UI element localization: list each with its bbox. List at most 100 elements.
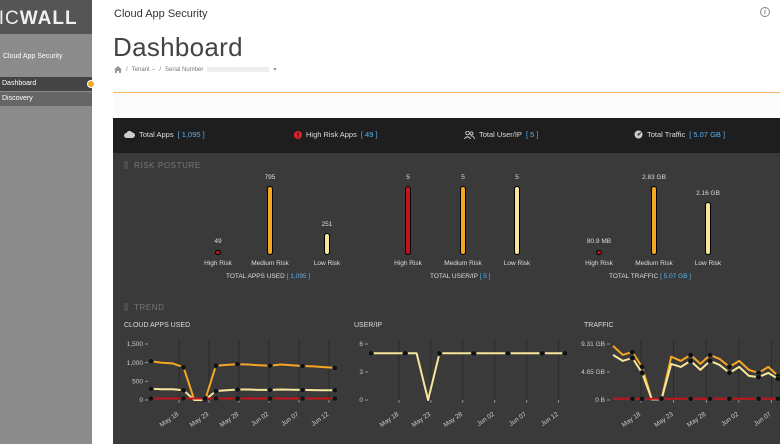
stat-traffic-label: Total Traffic [647, 130, 686, 139]
x-tick-label: Jun 02 [720, 411, 740, 428]
stat-users-label: Total User/IP [479, 130, 522, 139]
chevron-down-icon[interactable]: ▾ [273, 67, 277, 73]
risk-bar-low-risk[interactable] [514, 186, 520, 255]
series-line [612, 345, 779, 401]
logo-bar: NICWALL [0, 0, 92, 34]
trend-label: TREND [134, 303, 165, 312]
risk-posture-label: RISK POSTURE [134, 161, 201, 170]
data-point [234, 395, 241, 402]
risk-level-label: Low Risk [503, 260, 531, 267]
data-point [639, 370, 646, 376]
risk-bar-high-risk[interactable] [215, 250, 221, 255]
sonicwall-logo: NICWALL [0, 8, 78, 29]
stat-total-users[interactable]: Total User/IP [ 5 ] [464, 130, 538, 139]
data-point [368, 350, 374, 357]
risk-value: 5 [406, 174, 410, 181]
stat-total-apps-label: Total Apps [139, 130, 174, 139]
total-apps-used: TOTAL APPS USED [ 1,095 ] [226, 273, 311, 280]
stat-users-value: [ 5 ] [525, 130, 539, 139]
data-point [180, 387, 187, 394]
x-tick-label: May 18 [379, 411, 401, 429]
alert-icon [294, 130, 302, 139]
data-point [148, 395, 154, 402]
series-line [612, 354, 779, 401]
data-point [332, 364, 338, 371]
breadcrumb-separator: / [126, 66, 128, 73]
stats-bar: Total Apps [ 1,095 ] High Risk Apps [ 49… [113, 118, 780, 153]
data-point [707, 351, 713, 358]
y-tick-label: 3 [359, 369, 363, 376]
data-point [267, 362, 273, 369]
data-point [755, 374, 762, 381]
y-tick-label: 9.31 GB [581, 341, 605, 348]
data-point [707, 358, 713, 364]
data-point [234, 361, 241, 368]
drag-handle-icon[interactable] [124, 161, 128, 169]
risk-bar-low-risk[interactable] [705, 202, 711, 255]
risk-value: 251 [321, 221, 333, 228]
data-point [267, 395, 273, 402]
sidebar-item-discovery[interactable]: Discovery [0, 92, 92, 106]
risk-value: 795 [264, 174, 276, 181]
data-point [213, 395, 219, 402]
risk-level-label: High Risk [585, 260, 613, 267]
x-tick-label: Jun 07 [280, 411, 300, 428]
sidebar-item-dashboard[interactable]: Dashboard [0, 77, 92, 91]
stat-high-risk-apps[interactable]: High Risk Apps [ 49 ] [294, 130, 378, 139]
info-icon[interactable]: i [760, 7, 770, 17]
risk-value: 2.16 GB [696, 190, 720, 197]
risk-level-label: High Risk [394, 260, 422, 267]
data-point [726, 364, 733, 370]
breadcrumb-serial-label: Serial Number [165, 66, 204, 73]
stat-total-apps[interactable]: Total Apps [ 1,095 ] [124, 130, 205, 139]
data-point [299, 395, 306, 402]
header-divider [113, 92, 780, 93]
data-point [402, 350, 409, 357]
trend-chart-users[interactable]: May 18 May 23 May 28 Jun 02 Jun 07 Jun 12 6 3 0 [343, 332, 573, 444]
y-tick-label: 0 [139, 397, 143, 404]
data-point [436, 350, 443, 357]
breadcrumb: / Tenant -- / Serial Number ▾ [114, 66, 276, 73]
data-point [299, 363, 306, 369]
sidebar-app-section: Cloud App Security [0, 34, 92, 78]
risk-level-label: Medium Risk [444, 260, 482, 267]
app-name: Cloud App Security [114, 8, 208, 20]
risk-bar-medium-risk[interactable] [460, 186, 466, 255]
x-tick-label: Jun 02 [250, 411, 270, 428]
home-icon[interactable] [114, 66, 122, 73]
risk-bar-high-risk[interactable] [405, 186, 411, 255]
trend-chart-apps[interactable]: May 18 May 23 May 28 Jun 02 Jun 07 Jun 12 1,50… [113, 332, 343, 444]
y-tick-label: 0 B [595, 397, 605, 404]
risk-bar-low-risk[interactable] [324, 233, 330, 255]
stat-high-risk-label: High Risk Apps [306, 130, 357, 139]
series-line [371, 352, 565, 401]
sidebar: NICWALL Cloud App Security Dashboard Dis… [0, 0, 92, 444]
y-tick-label: 500 [132, 379, 143, 386]
data-point [470, 350, 477, 357]
data-point [726, 370, 733, 376]
data-point [202, 395, 209, 402]
data-point [775, 376, 780, 382]
data-point [213, 388, 219, 394]
data-point [639, 364, 646, 370]
trend-title-users: USER/IP [354, 322, 383, 329]
risk-value: 5 [461, 174, 465, 181]
data-point [755, 395, 762, 402]
data-point [332, 395, 338, 402]
data-point [629, 348, 636, 355]
drag-handle-icon[interactable] [124, 303, 128, 311]
x-tick-label: May 23 [189, 411, 211, 429]
data-point [562, 350, 568, 357]
breadcrumb-tenant[interactable]: Tenant -- [131, 66, 156, 73]
data-point [726, 395, 733, 402]
y-tick-label: 0 [359, 397, 363, 404]
stat-total-traffic[interactable]: Total Traffic [ 5.07 GB ] [634, 130, 725, 139]
risk-bar-high-risk[interactable] [596, 250, 602, 255]
risk-bar-medium-risk[interactable] [267, 186, 273, 255]
risk-bar-medium-risk[interactable] [651, 186, 657, 255]
breadcrumb-separator: / [159, 66, 162, 73]
risk-value: 2.83 GB [642, 174, 666, 181]
trend-chart-traffic[interactable]: May 18 May 23 May 28 Jun 02 Jun 07 9.31 GB 4.6… [573, 332, 780, 444]
page-title: Dashboard [113, 32, 243, 62]
risk-level-label: Medium Risk [635, 260, 673, 267]
